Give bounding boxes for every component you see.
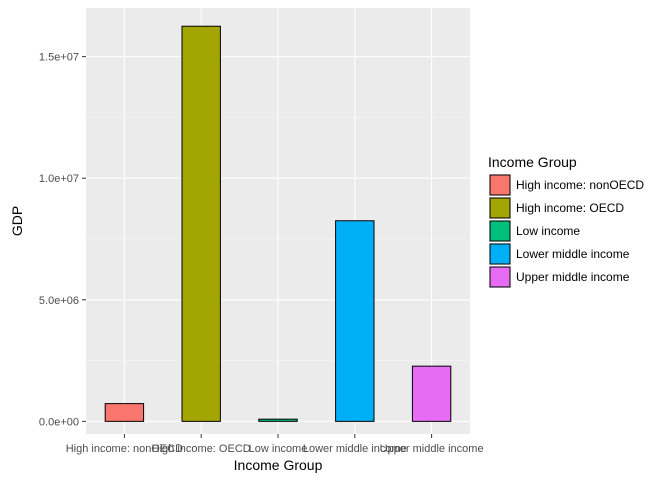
bar bbox=[335, 220, 375, 422]
x-tick-label: Lower middle income bbox=[303, 443, 407, 455]
legend-label: High income: nonOECD bbox=[516, 178, 644, 192]
x-tick-label: High income: OECD bbox=[152, 443, 251, 455]
legend-swatch bbox=[489, 243, 511, 265]
legend-swatch bbox=[489, 220, 511, 242]
legend-swatch bbox=[489, 266, 511, 288]
bar bbox=[411, 365, 452, 422]
bar bbox=[104, 403, 145, 422]
legend-swatch bbox=[489, 197, 511, 219]
y-tick-label: 1.5e+07 bbox=[39, 52, 79, 64]
y-axis-title: GDP bbox=[9, 206, 25, 236]
legend-items: High income: nonOECD High income: OECD Low… bbox=[489, 174, 644, 288]
bars bbox=[104, 25, 452, 422]
x-tick-label: High income: nonOECD bbox=[66, 443, 183, 455]
legend-label: Upper middle income bbox=[516, 270, 630, 284]
legend-label: Low income bbox=[516, 224, 580, 238]
y-tick-label: 0.0e+00 bbox=[39, 416, 79, 428]
y-tick-label: 5.0e+06 bbox=[39, 295, 79, 307]
y-tick-label: 1.0e+07 bbox=[39, 173, 79, 185]
legend-title: Income Group bbox=[488, 154, 577, 170]
bar bbox=[258, 418, 298, 422]
x-axis-title: Income Group bbox=[234, 457, 323, 473]
x-tick-label: Upper middle income bbox=[380, 443, 484, 455]
legend-label: Lower middle income bbox=[516, 247, 630, 261]
x-tick-label: Low income bbox=[249, 443, 308, 455]
legend-swatch bbox=[489, 174, 511, 196]
bar bbox=[181, 25, 221, 422]
legend-label: High income: OECD bbox=[516, 201, 624, 215]
y-axis: 0.0e+00 5.0e+06 1.0e+07 1.5e+07 bbox=[39, 52, 86, 428]
